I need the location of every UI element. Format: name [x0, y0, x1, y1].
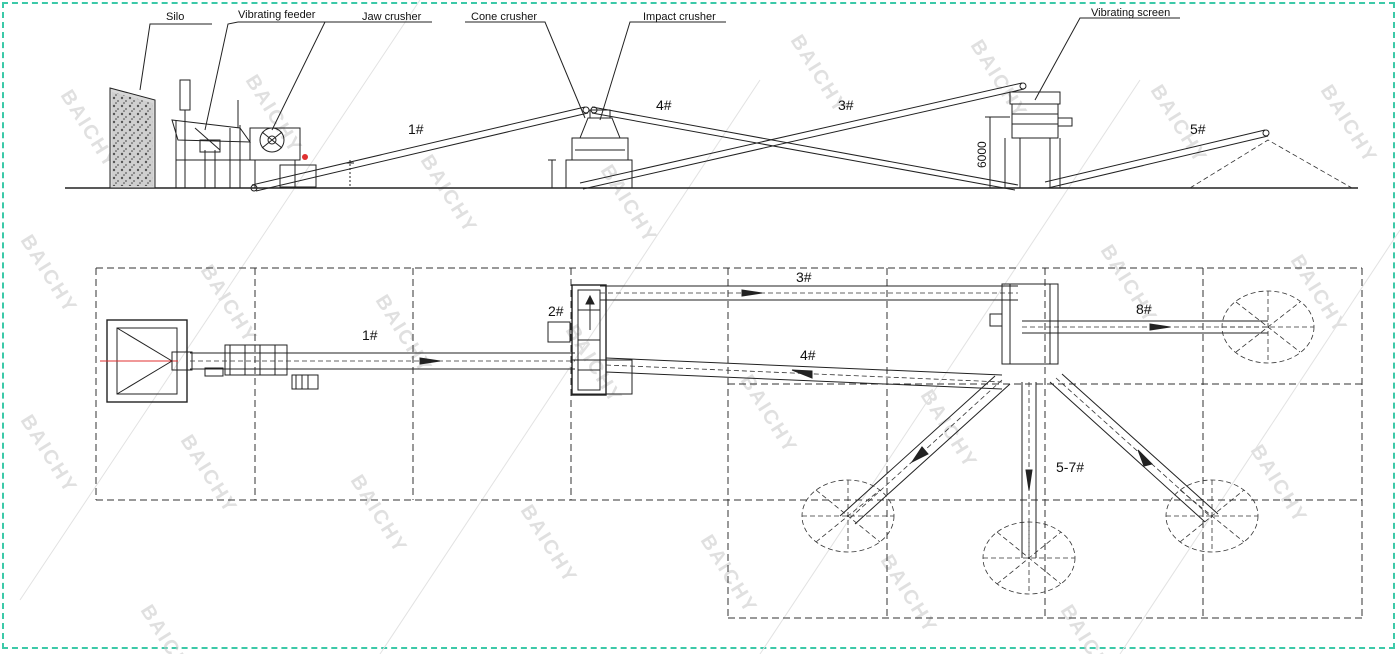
stockpile-5: [801, 479, 895, 553]
watermark: BAICHY: [966, 36, 1032, 123]
watermark: BAICHY: [346, 471, 412, 558]
conveyor-3-plan: [600, 285, 1018, 301]
watermark-layer: BAICHY BAICHY BAICHY BAICHY BAICHY BAICH…: [16, 31, 1382, 654]
screen-plan: [989, 283, 1059, 365]
plan-label-conveyor-1: 1#: [362, 327, 378, 343]
conveyor-1-elevation: [250, 106, 590, 192]
feeder-jaw-plan: [171, 344, 319, 390]
plan-label-conveyor-2: 2#: [548, 303, 564, 319]
watermark: BAICHY: [371, 291, 437, 378]
conveyor-4-plan: [605, 357, 1003, 390]
vibrating-feeder: [171, 79, 260, 188]
conveyor-5-elevation: [1044, 129, 1270, 189]
elevation-label-conveyor-4: 4#: [656, 97, 672, 113]
watermark: BAICHY: [1246, 441, 1312, 528]
label-vibrating-screen: Vibrating screen: [1091, 7, 1170, 19]
conveyor-6-plan: [1021, 382, 1037, 558]
conveyor-7-plan: [1049, 373, 1219, 523]
watermark: BAICHY: [16, 411, 82, 498]
watermark: BAICHY: [696, 531, 762, 618]
plan-label-conveyor-8: 8#: [1136, 301, 1152, 317]
crusher-plan: [547, 284, 633, 396]
plan-label-conveyor-3: 3#: [796, 269, 812, 285]
watermark: BAICHY: [176, 431, 242, 518]
watermark: BAICHY: [596, 161, 662, 248]
conveyor-3-elevation: [579, 82, 1027, 190]
stockpile-6: [982, 521, 1076, 595]
watermark: BAICHY: [136, 601, 202, 654]
stockpile: [1189, 139, 1353, 189]
height-dimension: 6000: [975, 141, 989, 168]
elevation-view: 6000: [65, 79, 1358, 192]
conveyor-4-elevation: [590, 106, 1019, 191]
watermark: BAICHY: [1316, 81, 1382, 168]
watermark: BAICHY: [16, 231, 82, 318]
watermark: BAICHY: [516, 501, 582, 588]
jaw-crusher: [249, 127, 317, 188]
watermark: BAICHY: [1286, 251, 1352, 338]
silo: [109, 87, 156, 189]
plan-label-conveyor-5-7: 5-7#: [1056, 459, 1084, 475]
conveyor-1-plan: [190, 352, 575, 370]
watermark: BAICHY: [416, 151, 482, 238]
vibrating-screen: [985, 91, 1073, 189]
background-hatch: [19, 0, 1400, 654]
label-cone-crusher: Cone crusher: [471, 11, 537, 23]
label-silo: Silo: [166, 11, 184, 23]
elevation-label-conveyor-5: 5#: [1190, 121, 1206, 137]
plan-label-conveyor-4: 4#: [800, 347, 816, 363]
label-vibrating-feeder: Vibrating feeder: [238, 9, 316, 21]
label-impact-crusher: Impact crusher: [643, 11, 716, 23]
label-jaw-crusher: Jaw crusher: [362, 11, 422, 23]
plan-grid: [95, 267, 1363, 619]
cone-crusher: [548, 109, 633, 189]
stockpile-8: [1221, 290, 1315, 364]
stockpile-7: [1165, 479, 1259, 553]
conveyor-5-plan: [839, 375, 1011, 525]
elevation-label-conveyor-3: 3#: [838, 97, 854, 113]
watermark: BAICHY: [876, 551, 942, 638]
watermark: BAICHY: [1056, 601, 1122, 654]
elevation-label-conveyor-1: 1#: [408, 121, 424, 137]
silo-plan: [100, 319, 188, 403]
callouts: [139, 17, 1180, 131]
watermark: BAICHY: [196, 261, 262, 348]
watermark: BAICHY: [241, 71, 307, 158]
plan-view: [95, 267, 1363, 619]
